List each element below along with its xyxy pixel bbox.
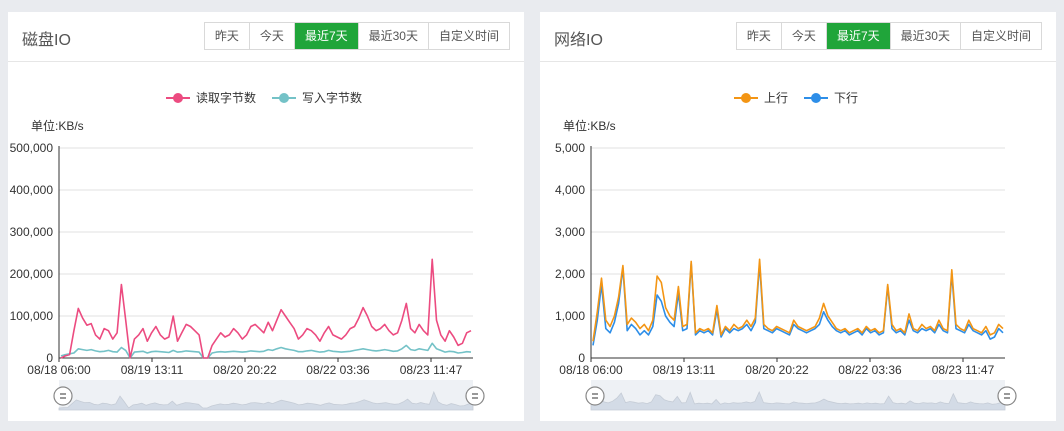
legend-swatch-dot <box>173 93 183 103</box>
disk-io-tabs: 昨天 今天 最近7天 最近30天 自定义时间 <box>203 22 510 50</box>
x-tick-label: 08/19 13:11 <box>653 363 716 377</box>
y-tick-label: 3,000 <box>555 225 585 239</box>
zoom-handle-right-icon[interactable] <box>465 386 485 406</box>
legend-label: 读取字节数 <box>196 90 256 105</box>
legend-label: 写入字节数 <box>302 90 362 105</box>
x-tick-label: 08/23 11:47 <box>400 363 463 377</box>
y-tick-label: 1,000 <box>555 309 585 323</box>
legend-label: 下行 <box>834 91 858 105</box>
legend-swatch-dot <box>279 93 289 103</box>
disk-io-title: 磁盘IO <box>22 32 71 49</box>
y-tick-label: 0 <box>46 351 53 365</box>
series-lines <box>592 258 1004 346</box>
zoom-slider[interactable] <box>585 380 1017 411</box>
x-tick-label: 08/19 13:11 <box>121 363 184 377</box>
disk-io-panel: 磁盘IO 昨天 今天 最近7天 最近30天 自定义时间 读取字节数 写入字节数单位… <box>8 12 524 421</box>
y-tick-label: 2,000 <box>555 267 585 281</box>
zoom-handle-circle <box>997 386 1017 406</box>
zoom-handle-right-icon[interactable] <box>997 386 1017 406</box>
legend-label: 上行 <box>764 91 788 105</box>
net-tab-custom-time[interactable]: 自定义时间 <box>970 29 1031 43</box>
x-tick-label: 08/18 06:00 <box>27 363 91 377</box>
series-lines <box>60 258 472 359</box>
disk-tab-custom-time[interactable]: 自定义时间 <box>438 29 499 43</box>
x-tick-label: 08/20 20:22 <box>213 363 277 377</box>
legend-item-0[interactable]: 上行 <box>734 91 788 105</box>
x-tick-label: 08/20 20:22 <box>745 363 809 377</box>
y-tick-label: 200,000 <box>10 267 54 281</box>
disk-tab-last-7-days[interactable]: 最近7天 <box>294 23 359 49</box>
legend-item-1[interactable]: 下行 <box>804 91 858 105</box>
unit-label: 单位:KB/s <box>31 118 84 133</box>
net-tab-yesterday[interactable]: 昨天 <box>737 23 782 49</box>
zoom-handle-circle <box>465 386 485 406</box>
net-tab-last-7-days[interactable]: 最近7天 <box>826 23 891 49</box>
zoom-handle-left-icon[interactable] <box>53 386 73 406</box>
y-tick-label: 5,000 <box>555 141 585 155</box>
x-tick-label: 08/18 06:00 <box>559 363 623 377</box>
zoom-handle-circle <box>585 386 605 406</box>
x-tick-label: 08/23 11:47 <box>932 363 995 377</box>
disk-tab-today[interactable]: 今天 <box>250 23 295 49</box>
unit-label: 单位:KB/s <box>563 118 616 133</box>
y-tick-label: 0 <box>578 351 585 365</box>
network-io-tabs: 昨天 今天 最近7天 最近30天 自定义时间 <box>735 22 1042 50</box>
zoom-handle-circle <box>53 386 73 406</box>
y-tick-label: 4,000 <box>555 183 585 197</box>
net-tab-today[interactable]: 今天 <box>782 23 827 49</box>
network-io-panel: 网络IO 昨天 今天 最近7天 最近30天 自定义时间 上行 下行单位:KB/s 0… <box>540 12 1056 421</box>
zoom-slider[interactable] <box>53 380 485 411</box>
y-tick-label: 400,000 <box>10 183 54 197</box>
y-tick-label: 100,000 <box>10 309 54 323</box>
series-line-0 <box>60 258 472 359</box>
y-tick-label: 500,000 <box>10 141 54 155</box>
disk-io-header: 磁盘IO 昨天 今天 最近7天 最近30天 自定义时间 <box>8 12 524 62</box>
x-tick-label: 08/22 03:36 <box>838 363 902 377</box>
chart-legend: 上行 下行 <box>734 91 858 105</box>
y-tick-label: 300,000 <box>10 225 54 239</box>
zoom-preview-area <box>58 390 474 411</box>
legend-swatch-dot <box>741 93 751 103</box>
legend-swatch-dot <box>811 93 821 103</box>
series-line-1 <box>60 342 472 359</box>
net-tab-last-30-days[interactable]: 最近30天 <box>891 23 961 49</box>
chart-legend: 读取字节数 写入字节数 <box>166 90 362 105</box>
legend-item-1[interactable]: 写入字节数 <box>272 90 362 105</box>
series-line-1 <box>592 262 1004 346</box>
series-line-0 <box>592 258 1004 342</box>
network-io-title: 网络IO <box>554 32 603 49</box>
zoom-preview-area <box>590 390 1006 411</box>
disk-tab-last-30-days[interactable]: 最近30天 <box>359 23 429 49</box>
zoom-handle-left-icon[interactable] <box>585 386 605 406</box>
x-tick-label: 08/22 03:36 <box>306 363 370 377</box>
network-io-header: 网络IO 昨天 今天 最近7天 最近30天 自定义时间 <box>540 12 1056 62</box>
legend-item-0[interactable]: 读取字节数 <box>166 90 256 105</box>
disk-tab-yesterday[interactable]: 昨天 <box>205 23 250 49</box>
